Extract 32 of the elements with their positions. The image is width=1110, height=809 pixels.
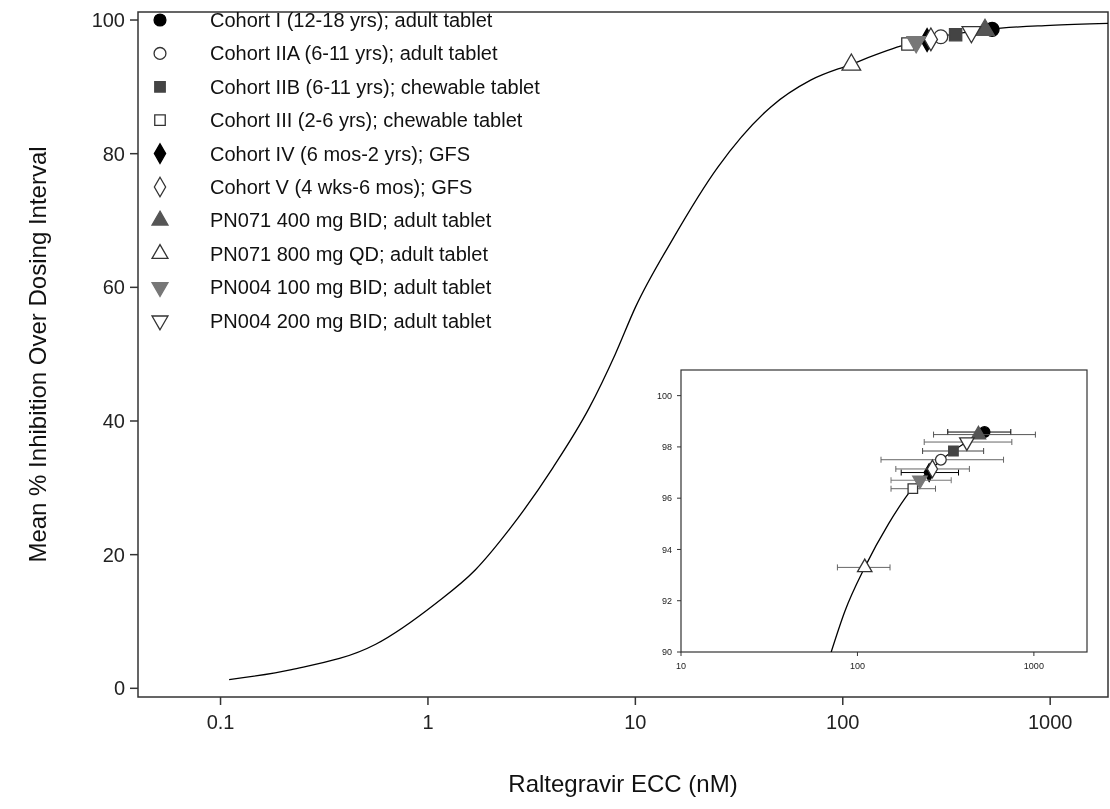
legend-label: PN004 100 mg BID; adult tablet	[210, 276, 492, 299]
y-tick-label: 98	[661, 442, 672, 453]
x-tick-label: 10	[624, 711, 647, 733]
legend-label: Cohort IIB (6-11 yrs); chewable tablet	[210, 75, 541, 98]
y-axis-title: Mean % Inhibition Over Dosing Interval	[24, 146, 51, 563]
legend-label: Cohort III (2-6 yrs); chewable tablet	[210, 109, 523, 132]
legend-label: PN071 800 mg QD; adult tablet	[210, 242, 489, 265]
x-tick-label: 0.1	[206, 711, 235, 733]
legend-label: Cohort I (12-18 yrs); adult tablet	[210, 9, 493, 31]
x-tick-label: 1000	[1027, 711, 1073, 733]
legend-label: Cohort IV (6 mos-2 yrs); GFS	[210, 142, 471, 165]
y-tick-label: 80	[102, 142, 125, 165]
y-tick-label: 20	[102, 543, 125, 566]
y-tick-label: 100	[91, 9, 125, 32]
legend-label: Cohort V (4 wks-6 mos); GFS	[210, 176, 473, 198]
x-axis-title: Raltegravir ECC (nM)	[508, 770, 738, 797]
x-tick-label: 1	[422, 711, 434, 733]
y-tick-label: 94	[661, 544, 672, 555]
legend-label: Cohort IIA (6-11 yrs); adult tablet	[210, 42, 498, 65]
legend-label: PN004 200 mg BID; adult tablet	[210, 309, 492, 332]
y-tick-label: 0	[113, 677, 125, 700]
y-tick-label: 60	[102, 276, 125, 299]
y-tick-label: 100	[656, 390, 672, 401]
x-tick-label: 10	[675, 661, 687, 671]
x-tick-label: 100	[849, 661, 865, 671]
y-tick-label: 96	[661, 493, 672, 504]
legend-label: PN071 400 mg BID; adult tablet	[210, 209, 492, 232]
y-tick-label: 40	[102, 410, 125, 432]
x-tick-label: 100	[826, 711, 860, 733]
y-tick-label: 90	[661, 647, 672, 658]
x-tick-label: 1000	[1023, 661, 1044, 671]
y-tick-label: 92	[661, 595, 672, 606]
